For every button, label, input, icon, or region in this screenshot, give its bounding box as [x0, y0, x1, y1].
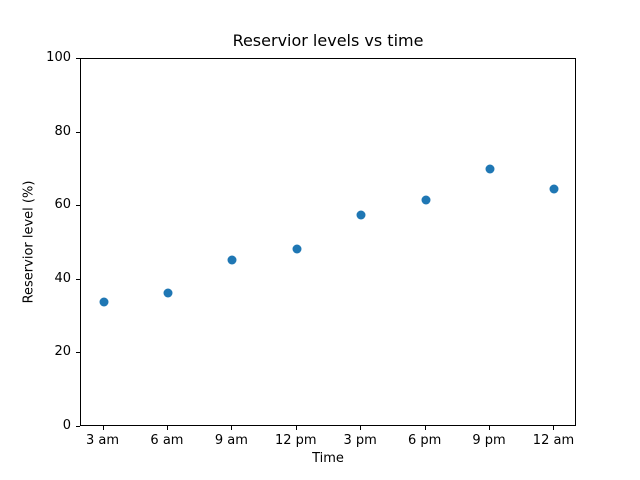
- data-point: [227, 255, 237, 265]
- x-tick-mark: [295, 426, 297, 430]
- x-axis-label: Time: [312, 451, 344, 466]
- data-point: [99, 297, 109, 307]
- x-tick-mark: [424, 426, 426, 430]
- y-tick-label: 60: [54, 197, 71, 213]
- data-point: [163, 288, 173, 298]
- x-tick-mark: [360, 426, 362, 430]
- y-tick-mark: [76, 58, 80, 59]
- y-tick-mark: [76, 352, 80, 354]
- x-tick-label: 6 pm: [407, 433, 442, 448]
- y-tick-mark: [76, 278, 80, 280]
- x-tick-label: 9 pm: [472, 433, 506, 448]
- y-tick-mark: [76, 131, 80, 133]
- y-tick-label: 80: [54, 123, 71, 139]
- x-tick-mark: [553, 426, 555, 430]
- y-tick-label: 40: [54, 270, 71, 286]
- x-tick-label: 6 am: [150, 433, 184, 448]
- data-point: [356, 210, 366, 220]
- data-point: [421, 195, 431, 205]
- x-tick-mark: [166, 426, 168, 430]
- x-tick-label: 12 am: [532, 433, 575, 448]
- y-tick-mark: [76, 205, 80, 207]
- x-tick-label: 3 pm: [343, 433, 377, 448]
- y-tick-mark: [76, 426, 80, 427]
- data-point: [292, 244, 302, 254]
- x-tick-mark: [102, 426, 104, 430]
- x-tick-mark: [489, 426, 491, 430]
- x-tick-label: 9 am: [214, 433, 248, 448]
- plot-area: [80, 58, 576, 426]
- data-point: [485, 164, 495, 174]
- x-tick-label: 3 am: [86, 433, 120, 448]
- x-tick-mark: [231, 426, 233, 430]
- chart-title: Reservior levels vs time: [232, 31, 424, 50]
- data-point: [549, 184, 559, 194]
- y-tick-label: 100: [46, 50, 71, 65]
- y-tick-label: 0: [62, 418, 71, 433]
- y-tick-label: 20: [54, 344, 71, 360]
- x-tick-label: 12 pm: [274, 433, 317, 448]
